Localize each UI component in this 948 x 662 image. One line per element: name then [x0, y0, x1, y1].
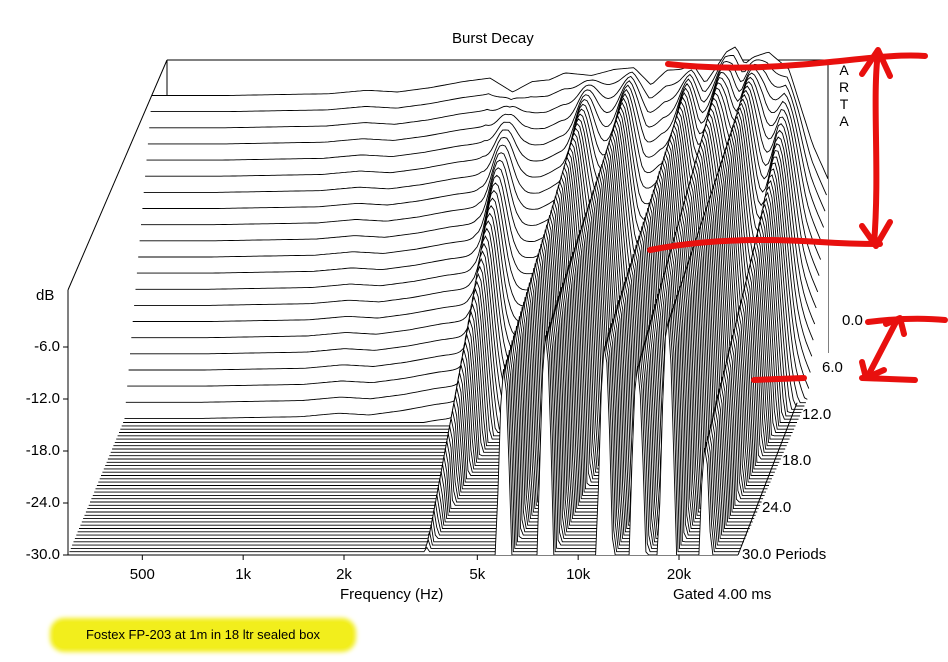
red-dimension-line	[871, 49, 881, 247]
red-top-marker	[665, 52, 928, 71]
red-annotations	[647, 47, 948, 383]
y-tick-label: -18.0	[25, 442, 60, 459]
decay-slice-fill	[68, 321, 738, 555]
z-tick-label: 24.0	[762, 499, 792, 517]
caption-highlight: Fostex FP-203 at 1m in 18 ltr sealed box	[54, 622, 352, 648]
red-bottom-marker	[647, 237, 883, 253]
decay-slice-line	[149, 61, 826, 212]
x-tick-label: 500	[129, 566, 155, 583]
side-wall-top-edge	[67, 59, 168, 291]
arta-letter: A	[839, 113, 849, 129]
red-small-marker	[751, 375, 807, 383]
arta-letter: R	[838, 79, 850, 95]
red-upper-tick	[865, 315, 948, 325]
x-tick-label: 5k	[469, 566, 486, 583]
decay-slice-line	[146, 71, 823, 244]
z-tick-label: 12.0	[802, 405, 832, 423]
arta-letter: A	[839, 62, 849, 78]
decay-slice-line	[69, 316, 740, 553]
decay-slice-line	[68, 321, 738, 556]
decay-slice-line	[150, 54, 827, 196]
y-tick-label: -30.0	[25, 546, 60, 563]
y-axis-label: dB	[36, 287, 55, 304]
red-arrowhead-up	[859, 47, 893, 79]
red-small-dimension	[867, 319, 899, 375]
arta-letter: T	[839, 96, 849, 112]
x-tick-label: 10k	[566, 566, 591, 583]
y-tick-label: -6.0	[34, 338, 60, 355]
red-small-arrowhead-up	[883, 315, 907, 337]
z-tick-label: 18.0	[782, 452, 812, 470]
chart-title: Burst Decay	[452, 30, 534, 47]
x-axis-label: Frequency (Hz)	[340, 586, 444, 603]
x-tick-label: 20k	[666, 566, 692, 583]
z-tick-label: 30.0 Periods	[742, 546, 827, 563]
red-small-arrowhead-down	[859, 359, 887, 381]
decay-slices	[68, 46, 829, 556]
z-tick-label: 0.0	[842, 312, 863, 329]
y-tick-label: -24.0	[25, 494, 60, 511]
x-tick-label: 2k	[336, 566, 352, 583]
red-arrowhead-down	[859, 219, 893, 249]
z-tick-label: 6.0	[822, 358, 843, 376]
y-tick-label: -12.0	[25, 390, 60, 407]
decay-slice-line	[147, 66, 825, 228]
x-tick-label: 1k	[235, 566, 252, 583]
gating-note: Gated 4.00 ms	[673, 586, 772, 603]
